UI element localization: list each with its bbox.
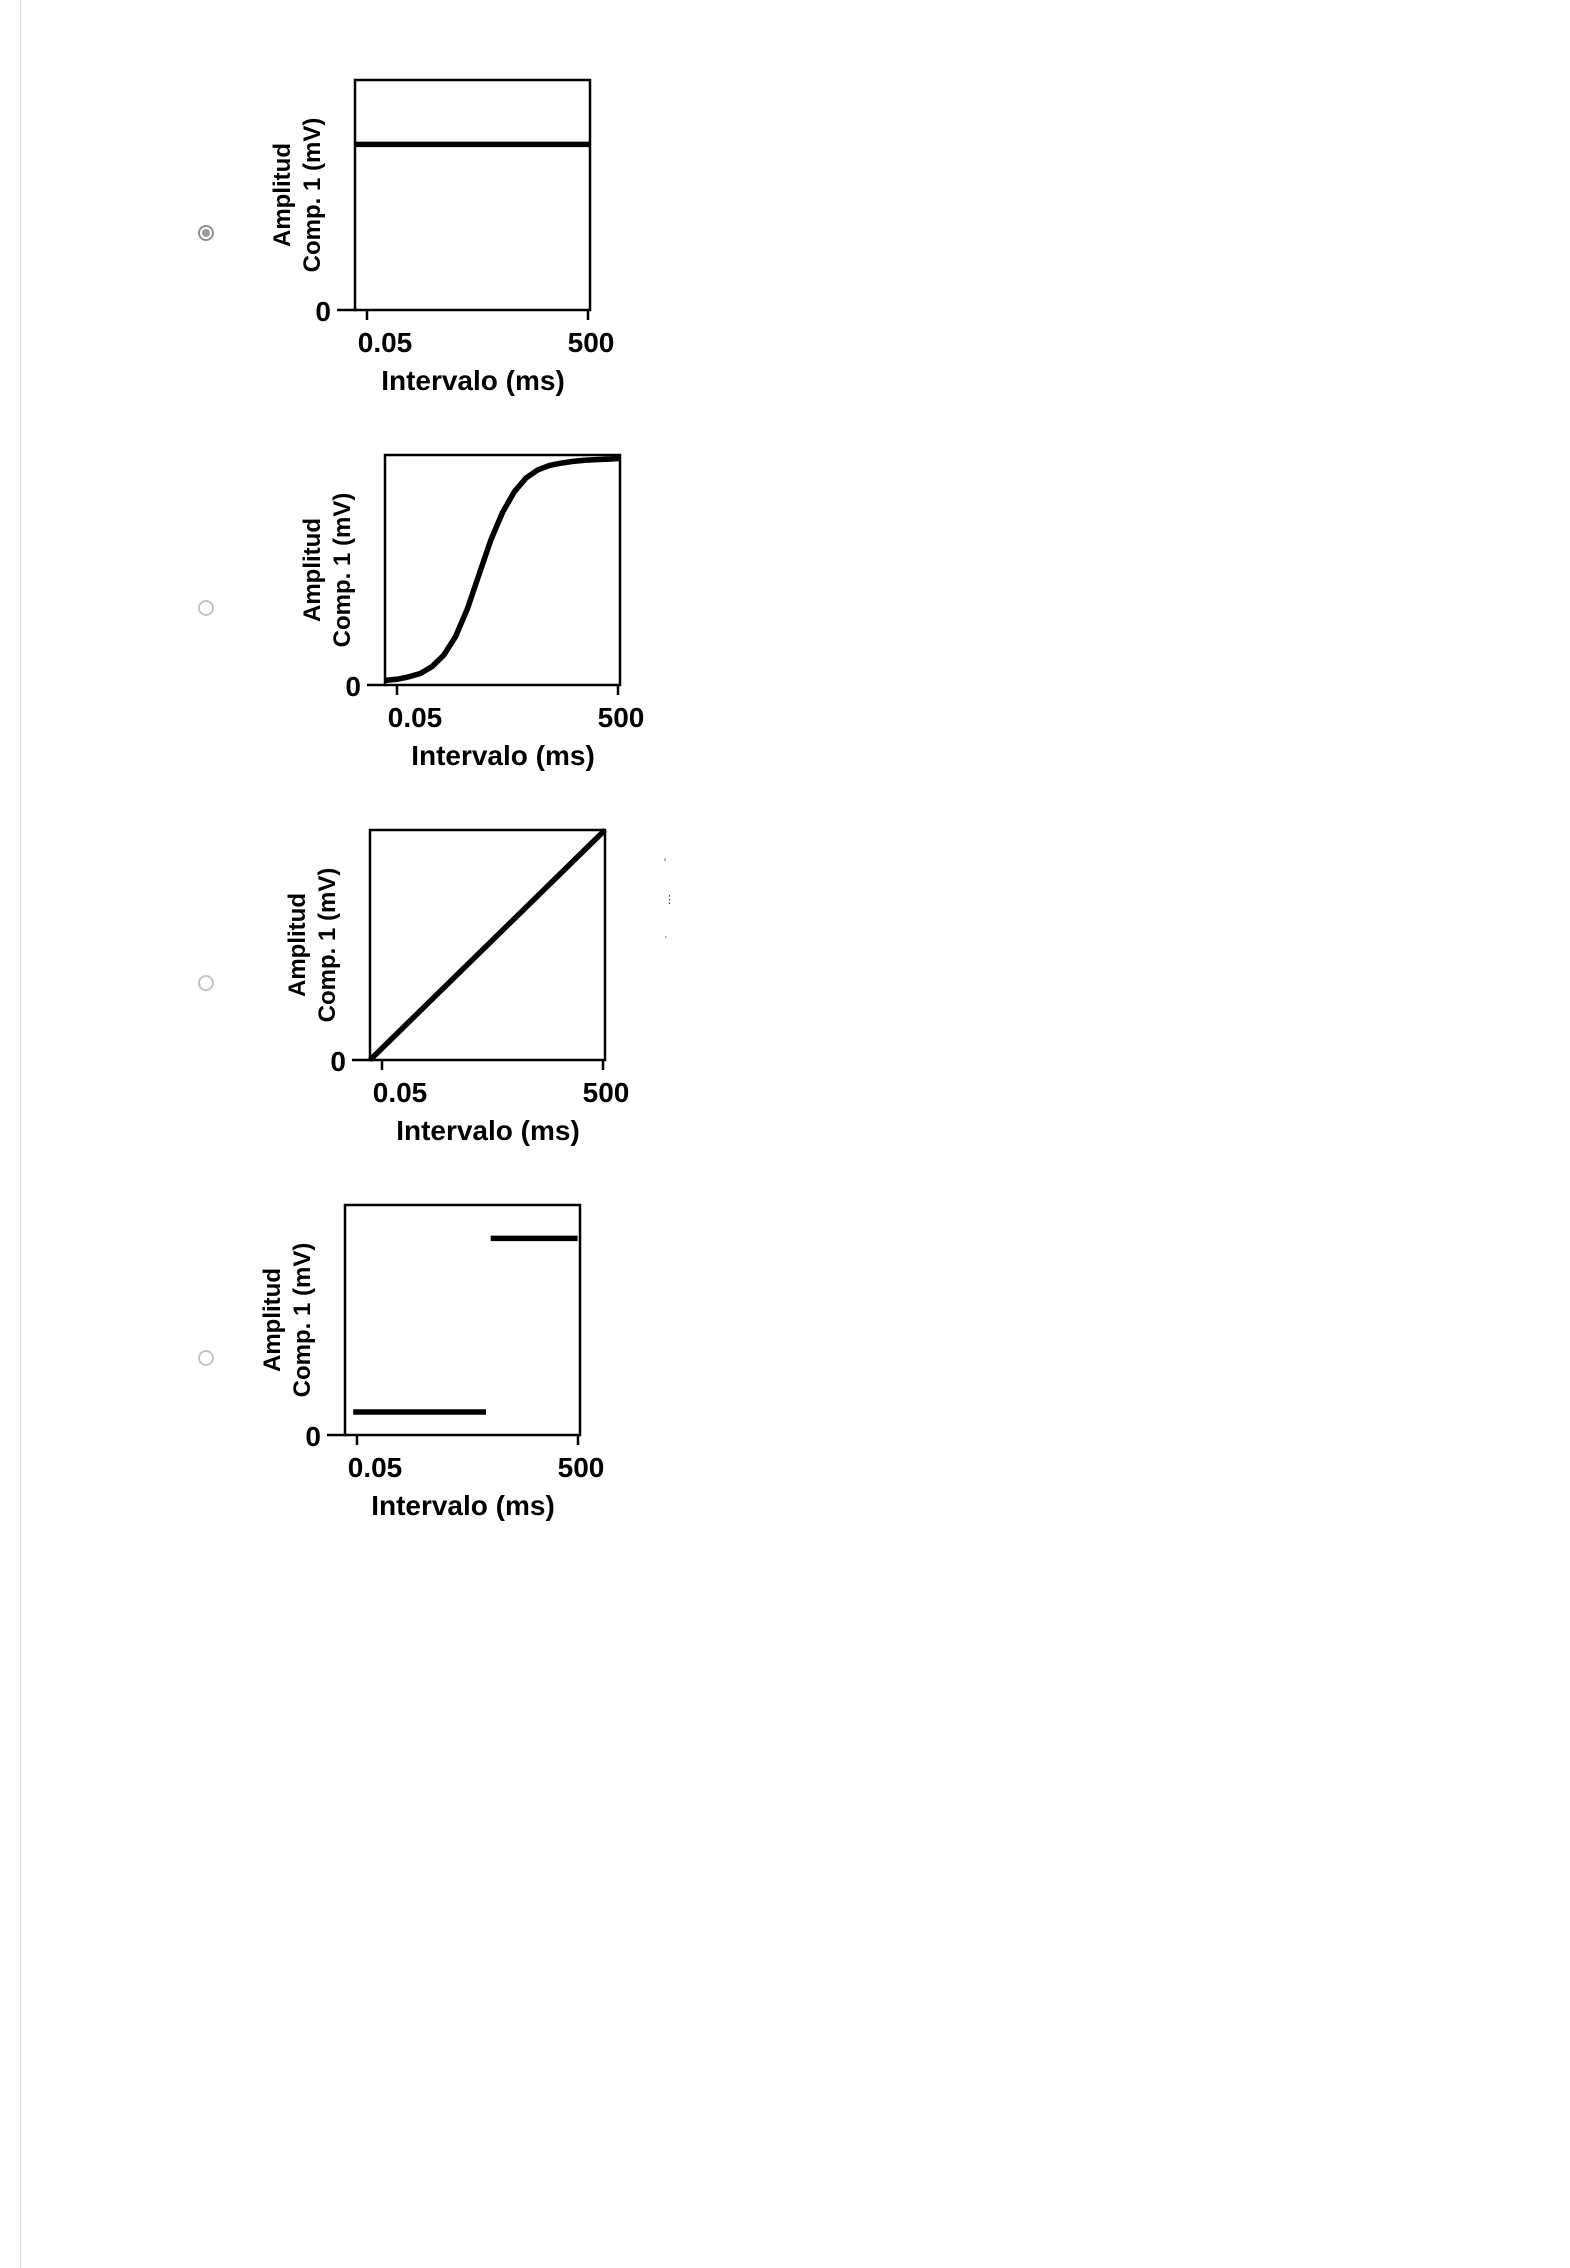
plot-frame — [353, 78, 592, 312]
x-tick-left-label: 0.05 — [373, 1077, 428, 1108]
artifact-mark: ⋮ — [664, 894, 675, 906]
y-origin-label: 0 — [305, 1421, 321, 1452]
x-tick-left-label: 0.05 — [348, 1452, 403, 1483]
plot-frame — [343, 1203, 582, 1437]
answer-option-4[interactable]: 0 0.05 500 Intervalo (ms) Amplitud Comp.… — [0, 1195, 900, 1535]
y-axis-title-line1: Amplitud — [259, 1268, 286, 1372]
data-series-line — [384, 455, 621, 684]
x-axis-title: Intervalo (ms) — [396, 1115, 580, 1146]
answer-option-1[interactable]: 0 0.05 500 Intervalo (ms) Amplitud Comp.… — [0, 70, 900, 410]
artifact-mark: · — [664, 931, 668, 943]
x-tick-right-label: 500 — [598, 702, 645, 733]
x-tick-right-label: 500 — [568, 327, 615, 358]
y-axis-title-line2: Comp. 1 (mV) — [299, 118, 326, 273]
cropped-text-artifact: ' ⋮ · — [664, 858, 675, 943]
flat-line-chart: 0 0.05 500 Intervalo (ms) Amplitud Comp.… — [269, 78, 615, 396]
x-tick-left-label: 0.05 — [358, 327, 413, 358]
answer-option-3[interactable]: 0 0.05 500 Intervalo (ms) Amplitud Comp.… — [0, 820, 900, 1160]
y-origin-label: 0 — [315, 296, 331, 327]
x-axis-title: Intervalo (ms) — [381, 365, 565, 396]
radio-button-option-2[interactable] — [198, 600, 214, 616]
y-axis-title-line2: Comp. 1 (mV) — [329, 493, 356, 648]
step-chart: 0 0.05 500 Intervalo (ms) Amplitud Comp.… — [259, 1203, 605, 1521]
answer-option-2[interactable]: 0 0.05 500 Intervalo (ms) Amplitud Comp.… — [0, 445, 900, 785]
artifact-mark: ' — [664, 857, 667, 869]
radio-button-option-4[interactable] — [198, 1350, 214, 1366]
chart-option-4: 0 0.05 500 Intervalo (ms) Amplitud Comp.… — [225, 1195, 635, 1540]
plot-frame — [368, 828, 607, 1062]
y-axis-title-line1: Amplitud — [269, 143, 296, 247]
chart-option-3: 0 0.05 500 Intervalo (ms) Amplitud Comp.… — [250, 820, 660, 1165]
sigmoid-chart: 0 0.05 500 Intervalo (ms) Amplitud Comp.… — [299, 453, 645, 771]
x-axis-title: Intervalo (ms) — [371, 1490, 555, 1521]
y-axis-title-line2: Comp. 1 (mV) — [289, 1243, 316, 1398]
y-origin-label: 0 — [330, 1046, 346, 1077]
radio-button-option-3[interactable] — [198, 975, 214, 991]
chart-option-2: 0 0.05 500 Intervalo (ms) Amplitud Comp.… — [265, 445, 675, 790]
data-series-line — [368, 828, 607, 1062]
x-tick-right-label: 500 — [583, 1077, 630, 1108]
x-axis-title: Intervalo (ms) — [411, 740, 595, 771]
x-tick-right-label: 500 — [558, 1452, 605, 1483]
y-axis-title-line1: Amplitud — [284, 893, 311, 997]
linear-chart: 0 0.05 500 Intervalo (ms) Amplitud Comp.… — [284, 828, 630, 1146]
page-left-border — [20, 0, 21, 2268]
x-tick-left-label: 0.05 — [388, 702, 443, 733]
y-origin-label: 0 — [345, 671, 361, 702]
y-axis-title-line1: Amplitud — [299, 518, 326, 622]
radio-button-option-1[interactable] — [198, 225, 214, 241]
chart-option-1: 0 0.05 500 Intervalo (ms) Amplitud Comp.… — [235, 70, 645, 415]
y-axis-title-line2: Comp. 1 (mV) — [314, 868, 341, 1023]
plot-frame — [383, 453, 622, 687]
